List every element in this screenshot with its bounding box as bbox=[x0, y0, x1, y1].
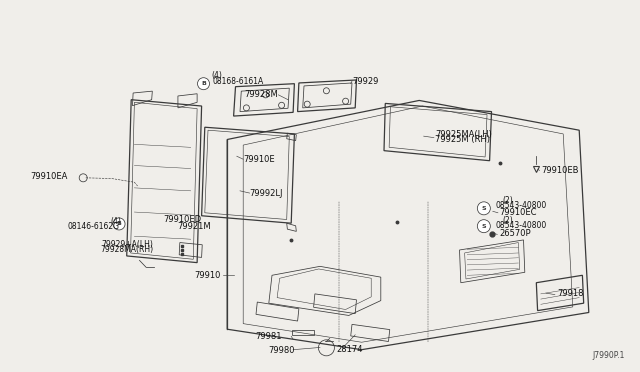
Text: 79910ED: 79910ED bbox=[163, 215, 202, 224]
Text: S: S bbox=[481, 206, 486, 211]
Circle shape bbox=[477, 202, 490, 215]
Text: 79925MA(LH): 79925MA(LH) bbox=[435, 130, 492, 139]
Text: 79910E: 79910E bbox=[243, 155, 275, 164]
Text: 08168-6161A: 08168-6161A bbox=[212, 77, 264, 86]
Circle shape bbox=[477, 220, 490, 232]
Text: 08146-6162G: 08146-6162G bbox=[68, 222, 120, 231]
Text: 79925M (RH): 79925M (RH) bbox=[435, 135, 490, 144]
Text: 79928MA(RH): 79928MA(RH) bbox=[100, 245, 154, 254]
Text: 08543-40800: 08543-40800 bbox=[496, 221, 547, 230]
Text: 79929+A(LH): 79929+A(LH) bbox=[102, 240, 154, 248]
Text: 79910EA: 79910EA bbox=[30, 172, 67, 181]
Text: 79910: 79910 bbox=[195, 271, 221, 280]
Text: 79929: 79929 bbox=[352, 77, 378, 86]
Text: (4): (4) bbox=[211, 71, 222, 80]
Text: (4): (4) bbox=[111, 217, 122, 226]
Text: J7990P.1: J7990P.1 bbox=[593, 351, 625, 360]
Text: B: B bbox=[201, 81, 206, 86]
Text: 79928M: 79928M bbox=[244, 90, 278, 99]
Text: 08543-40800: 08543-40800 bbox=[496, 201, 547, 210]
Bar bbox=[292, 330, 314, 335]
Text: 79992LJ: 79992LJ bbox=[250, 189, 283, 198]
Text: 79910EB: 79910EB bbox=[541, 166, 579, 175]
Text: (2): (2) bbox=[502, 196, 513, 205]
Text: 79918: 79918 bbox=[557, 289, 583, 298]
Text: (2): (2) bbox=[502, 216, 513, 225]
Text: 28174: 28174 bbox=[336, 345, 362, 354]
Text: S: S bbox=[481, 224, 486, 229]
Text: 79921M: 79921M bbox=[177, 222, 211, 231]
Text: 79980: 79980 bbox=[268, 346, 294, 355]
Circle shape bbox=[113, 218, 125, 230]
Circle shape bbox=[198, 78, 209, 90]
Text: 79910EC: 79910EC bbox=[499, 208, 537, 217]
Text: 26570P: 26570P bbox=[499, 229, 531, 238]
Text: 79981: 79981 bbox=[255, 332, 282, 341]
Text: B: B bbox=[116, 221, 122, 227]
